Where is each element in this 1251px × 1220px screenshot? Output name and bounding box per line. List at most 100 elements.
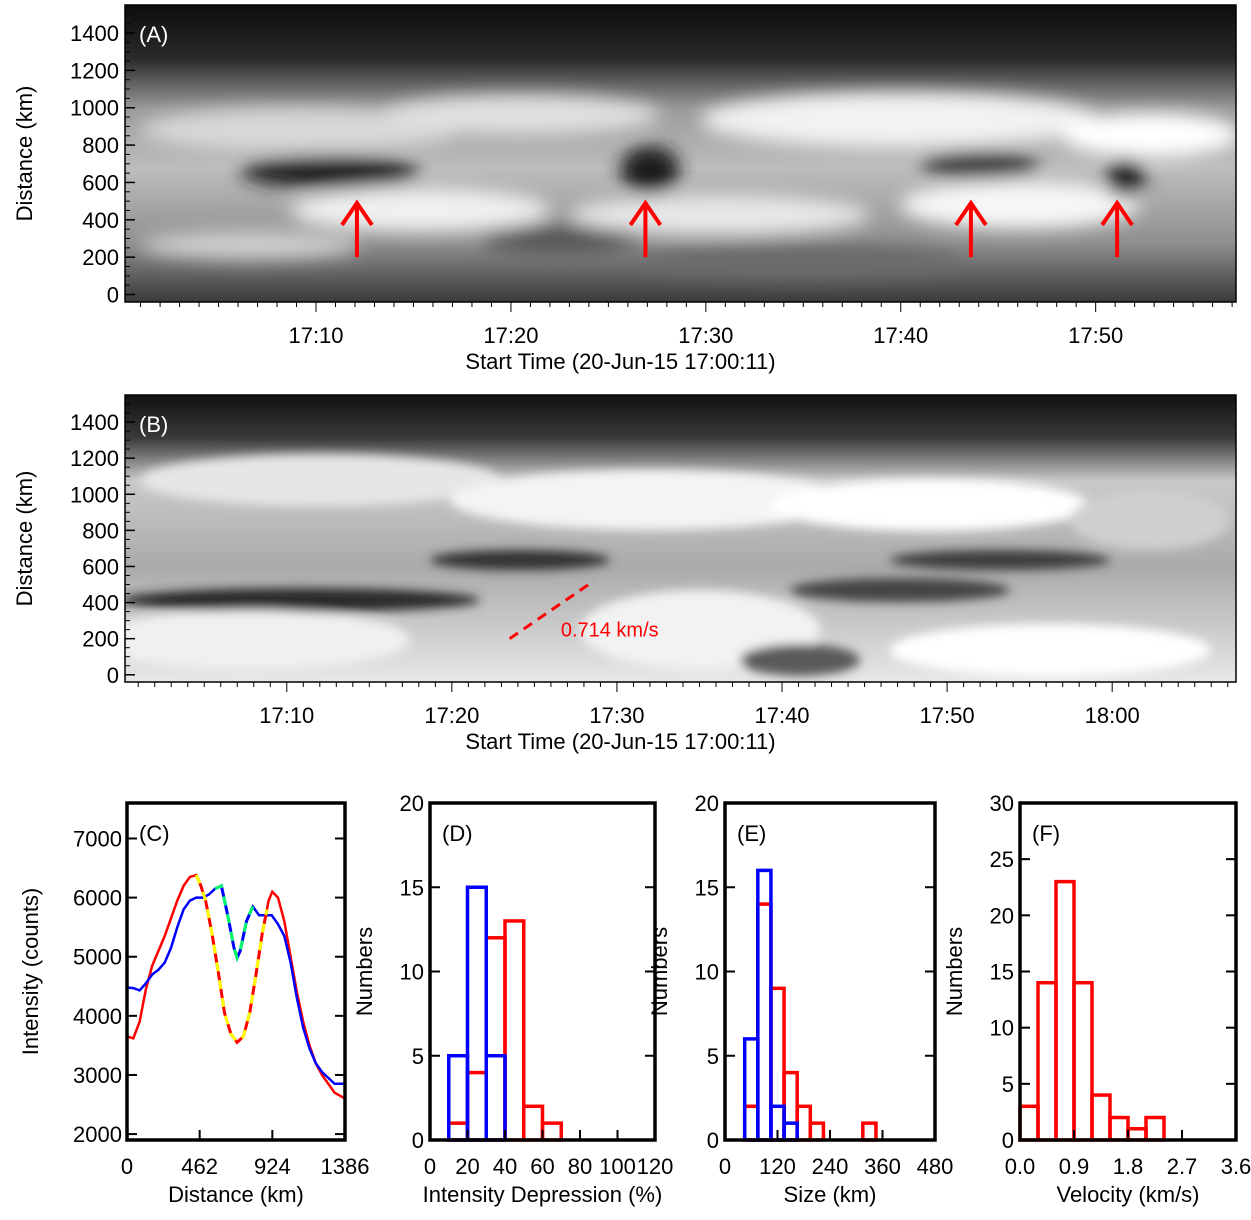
bar-red: [503, 919, 526, 1142]
x-tick-label: 3.6: [1221, 1154, 1251, 1179]
bar-red: [522, 1104, 545, 1142]
x-tick-label: 0: [121, 1154, 133, 1179]
x-tick-label: 17:40: [873, 323, 928, 348]
bar-red: [1018, 1104, 1040, 1142]
x-axis-label: Start Time (20-Jun-15 17:00:11): [465, 349, 775, 374]
panel-label: (C): [139, 821, 170, 846]
y-tick-label: 3000: [73, 1063, 122, 1088]
y-tick-label: 10: [990, 1016, 1014, 1041]
y-tick-label: 15: [695, 875, 719, 900]
y-tick-label: 4000: [73, 1004, 122, 1029]
y-tick-label: 600: [82, 170, 119, 195]
y-axis-label: Distance (km): [12, 86, 37, 222]
y-tick-label: 2000: [73, 1122, 122, 1147]
y-tick-label: 10: [400, 960, 424, 985]
panel-d: 0 5 10 15 20 0 20 40 60 80 100 120 Intensity Depress…: [352, 791, 673, 1207]
y-tick-label: 400: [82, 208, 119, 233]
panel-b: 0 200 400 600 800 1000 1200 1400 17:10 17:20 17:30…: [12, 394, 1237, 754]
plot-frame: [124, 4, 1237, 303]
y-tick-label: 20: [695, 791, 719, 816]
x-tick-label: 1386: [321, 1154, 370, 1179]
bar-red: [465, 1070, 488, 1142]
y-tick-label: 5: [707, 1044, 719, 1069]
y-tick-label: 1400: [70, 21, 119, 46]
series-green-base: [214, 883, 255, 963]
y-tick-label: 0: [412, 1128, 424, 1153]
y-tick-label: 1000: [70, 96, 119, 121]
series-red: [126, 873, 346, 1100]
panel-c: 2000 3000 4000 5000 6000 7000 0 462 924 1386 Dista…: [18, 801, 370, 1207]
y-tick-label: 20: [990, 903, 1014, 928]
x-tick-label: 20: [455, 1154, 479, 1179]
series-yellow-base: [194, 874, 269, 1045]
x-tick-label: 0.9: [1059, 1154, 1090, 1179]
x-tick-label: 17:20: [424, 703, 479, 728]
y-tick-label: 7000: [73, 826, 122, 851]
panel-label: (D): [442, 821, 473, 846]
x-tick-label: 17:10: [259, 703, 314, 728]
x-tick-label: 17:50: [1068, 323, 1123, 348]
x-tick-label: 480: [917, 1154, 954, 1179]
bar-blue: [465, 885, 488, 1142]
y-tick-label: 1200: [70, 58, 119, 83]
bar-red: [484, 936, 507, 1142]
plot-frame: [124, 394, 1237, 683]
x-tick-label: 360: [864, 1154, 901, 1179]
panel-label: (B): [139, 412, 168, 437]
x-tick-label: 240: [812, 1154, 849, 1179]
x-axis-label: Intensity Depression (%): [423, 1182, 663, 1207]
plot-frame: [428, 801, 657, 1142]
bar-blue: [756, 868, 773, 1142]
arrow-1-head: [340, 199, 374, 227]
y-tick-label: 30: [990, 791, 1014, 816]
y-axis-label: Numbers: [647, 927, 672, 1016]
bar-red: [795, 1104, 813, 1142]
x-tick-label: 17:20: [483, 323, 538, 348]
y-tick-label: 10: [695, 960, 719, 985]
series-blue: [126, 884, 345, 1086]
x-tick-label: 17:50: [920, 703, 975, 728]
bar-red: [1054, 879, 1076, 1142]
y-tick-label: 0: [1002, 1128, 1014, 1153]
y-axis-label: Intensity (counts): [18, 888, 43, 1056]
arrow-2-head: [628, 199, 663, 227]
x-tick-label: 17:30: [589, 703, 644, 728]
panel-label: (E): [737, 821, 766, 846]
x-tick-label: 2.7: [1167, 1154, 1198, 1179]
x-tick-label: 0: [424, 1154, 436, 1179]
bar-red: [742, 1104, 760, 1142]
panel-a-image: [125, 5, 1236, 302]
x-tick-label: 17:10: [288, 323, 343, 348]
velocity-annotation: 0.714 km/s: [561, 620, 659, 642]
bar-red: [447, 1121, 470, 1142]
y-tick-label: 600: [82, 554, 119, 579]
bar-red: [1072, 980, 1094, 1142]
bar-red: [1108, 1115, 1130, 1142]
bar-red: [1036, 980, 1058, 1142]
y-tick-label: 800: [82, 133, 119, 158]
bar-red: [540, 1121, 563, 1142]
y-tick-label: 1400: [70, 410, 119, 435]
y-tick-label: 1200: [70, 446, 119, 471]
bar-red: [1144, 1115, 1166, 1142]
x-axis-label: Size (km): [784, 1182, 877, 1207]
velocity-fit-line: [508, 579, 595, 640]
arrow-3-head: [954, 199, 988, 227]
y-tick-label: 5: [1002, 1072, 1014, 1097]
y-tick-label: 25: [990, 847, 1014, 872]
x-tick-label: 924: [254, 1154, 291, 1179]
bar-red: [861, 1121, 878, 1142]
y-tick-label: 15: [990, 960, 1014, 985]
y-tick-label: 15: [400, 875, 424, 900]
bar-red: [769, 986, 786, 1142]
bar-blue: [782, 1121, 799, 1142]
bar-blue: [484, 1054, 507, 1142]
x-axis-label: Distance (km): [168, 1182, 304, 1207]
y-tick-label: 400: [82, 591, 119, 616]
plot-frame: [1018, 801, 1238, 1142]
y-tick-label: 20: [400, 791, 424, 816]
x-tick-label: 60: [530, 1154, 554, 1179]
x-tick-label: 100: [599, 1154, 636, 1179]
x-tick-label: 0: [719, 1154, 731, 1179]
x-tick-label: 17:40: [754, 703, 809, 728]
